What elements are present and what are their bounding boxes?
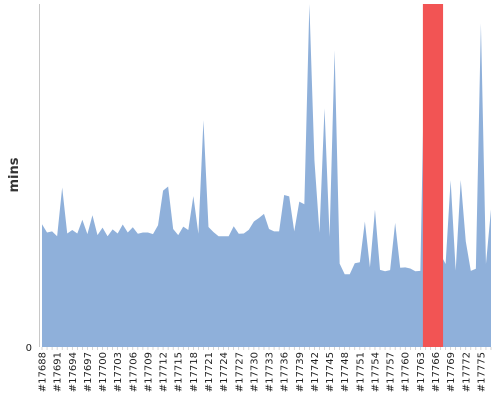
x-tick-label: #17766 (431, 352, 442, 392)
highlight-bar-sliver (432, 265, 438, 347)
x-tick-label: #17694 (68, 352, 79, 392)
x-tick-label: #17736 (280, 352, 291, 392)
x-tick-label: #17697 (83, 352, 94, 392)
x-tick-label: #17691 (53, 352, 64, 392)
x-tick-label: #17748 (340, 352, 351, 392)
plot-area (42, 4, 491, 347)
x-tick-label: #17727 (234, 352, 245, 392)
x-tick-label: #17742 (310, 352, 321, 392)
x-tick-label: #17724 (219, 352, 230, 392)
x-tick-label: #17700 (98, 352, 109, 392)
x-tick-label: #17772 (461, 352, 472, 392)
x-tick-label: #17703 (113, 352, 124, 392)
x-tick-label: #17763 (416, 352, 427, 392)
highlight-bar-0 (422, 4, 444, 347)
x-tick-label: #17706 (128, 352, 139, 392)
x-axis-ticks: #17688 #17691 #17694 #17697 #17700 #17703 #177… (38, 347, 492, 392)
duration-area (42, 4, 491, 347)
x-tick-label: #17760 (401, 352, 412, 392)
x-tick-label: #17730 (249, 352, 260, 392)
x-tick-label: #17721 (204, 352, 215, 392)
x-tick-label: #17775 (476, 352, 487, 392)
x-tick-label: #17733 (265, 352, 276, 392)
y-tick-label: 0 (26, 343, 32, 354)
x-tick-label: #17754 (370, 352, 381, 392)
x-tick-label: #17715 (174, 352, 185, 392)
x-tick-label: #17688 (38, 352, 49, 392)
highlight-bars (422, 4, 444, 347)
x-tick-label: #17709 (143, 352, 154, 392)
x-tick-label: #17712 (159, 352, 170, 392)
x-tick-label: #17739 (295, 352, 306, 392)
x-tick-label: #17718 (189, 352, 200, 392)
x-tick-label: #17751 (355, 352, 366, 392)
x-tick-label: #17757 (386, 352, 397, 392)
x-tick-label: #17745 (325, 352, 336, 392)
x-tick-label: #17769 (446, 352, 457, 392)
y-axis-title: mins (7, 157, 22, 192)
y-axis-ticks: 0 (26, 343, 32, 354)
